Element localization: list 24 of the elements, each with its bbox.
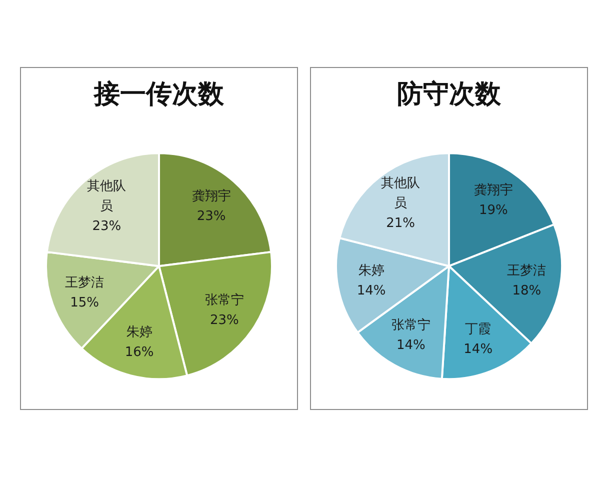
data-label: 23% (92, 219, 122, 234)
slice-label: 丁霞 (465, 322, 492, 338)
data-label: 14% (356, 283, 386, 298)
slice-label: 朱婷 (126, 325, 152, 340)
data-label: 23% (196, 209, 226, 224)
chart-title: 防守次数 (397, 79, 502, 110)
slice-label: 王梦洁 (507, 263, 546, 278)
slice-label: 其他队员 (87, 179, 126, 214)
slice-label: 朱婷 (358, 263, 384, 278)
slice-label: 张常宁 (391, 316, 430, 333)
slice-label: 龚翔宇 (192, 188, 231, 204)
data-label: 14% (396, 338, 426, 353)
chart-title: 接一传次数 (93, 79, 225, 110)
data-label: 23% (210, 312, 239, 328)
data-label: 16% (124, 345, 154, 360)
slice-label: 其他队员 (381, 176, 420, 211)
data-label: 19% (479, 203, 508, 218)
data-label: 15% (70, 295, 100, 310)
data-label: 18% (512, 283, 542, 298)
slice-label: 王梦洁 (65, 275, 104, 290)
slice-label: 张常宁 (204, 292, 244, 308)
data-label: 14% (464, 342, 493, 358)
slice-label: 龚翔宇 (474, 182, 513, 198)
data-label: 21% (386, 216, 415, 231)
